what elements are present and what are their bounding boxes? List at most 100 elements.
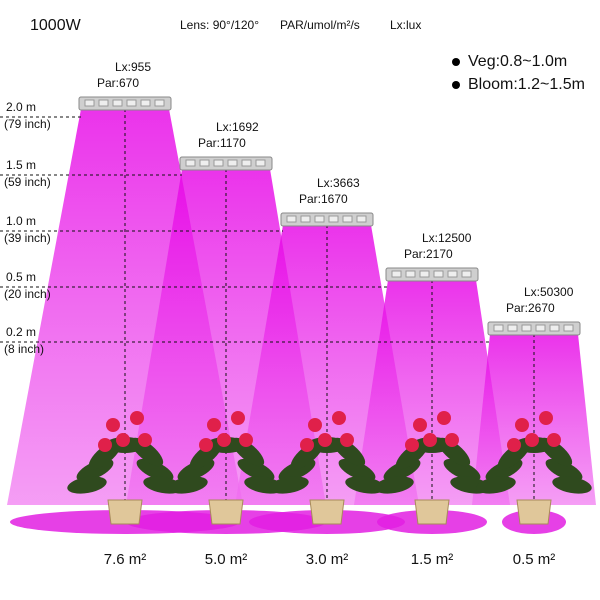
lamp-led [535, 324, 546, 332]
height-m: 2.0 m [6, 100, 36, 114]
flower [231, 411, 245, 425]
leaf [552, 476, 592, 494]
lamp-lx: Lx:1692 [216, 120, 259, 134]
lamp-led [419, 270, 430, 278]
lamps [78, 96, 581, 336]
leaf [136, 458, 174, 482]
lamp-led [447, 270, 458, 278]
flower [130, 411, 144, 425]
lamp-led [112, 99, 123, 107]
height-m: 0.2 m [6, 325, 36, 339]
area: 0.5 m² [513, 551, 556, 568]
lamp-led [342, 215, 353, 223]
area: 1.5 m² [411, 551, 454, 568]
lamp-led [521, 324, 532, 332]
flower [239, 433, 253, 447]
height-m: 1.0 m [6, 214, 36, 228]
leaf [168, 476, 208, 494]
flower [525, 433, 539, 447]
pot [208, 499, 244, 525]
lamp-par: Par:1670 [299, 192, 348, 206]
lamp-led [84, 99, 95, 107]
lamp-lx: Lx:50300 [524, 285, 574, 299]
flower [318, 433, 332, 447]
lamp-led [199, 159, 210, 167]
flower [445, 433, 459, 447]
leaf [545, 458, 583, 482]
lamp-led [314, 215, 325, 223]
lamp-led [241, 159, 252, 167]
flower [539, 411, 553, 425]
flower [300, 438, 314, 452]
leaf [476, 476, 516, 494]
lamp-lx: Lx:955 [115, 60, 151, 74]
par-unit: PAR/umol/m²/s [280, 18, 360, 32]
flower [340, 433, 354, 447]
height-inch: (20 inch) [4, 287, 51, 301]
flower [98, 438, 112, 452]
flower [437, 411, 451, 425]
lamp-led [405, 270, 416, 278]
flower [332, 411, 346, 425]
lamp-led [461, 270, 472, 278]
leaf [269, 476, 309, 494]
lamp-par: Par:670 [97, 76, 139, 90]
leaf [338, 458, 376, 482]
flower [547, 433, 561, 447]
flower [207, 418, 221, 432]
height-inch: (39 inch) [4, 231, 51, 245]
light-beam [354, 280, 510, 505]
lamp-led [185, 159, 196, 167]
lamp-led [391, 270, 402, 278]
lamp-led [126, 99, 137, 107]
height-m: 0.5 m [6, 270, 36, 284]
lamp-led [328, 215, 339, 223]
leaf [443, 458, 481, 482]
flower [423, 433, 437, 447]
height-inch: (79 inch) [4, 117, 51, 131]
flower [199, 438, 213, 452]
pot [516, 499, 552, 525]
lamp-par: Par:1170 [198, 136, 246, 150]
area: 7.6 m² [104, 551, 147, 568]
lamp-lx: Lx:3663 [317, 176, 360, 190]
area: 3.0 m² [306, 551, 349, 568]
lens: Lens: 90°/120° [180, 18, 259, 32]
flower [507, 438, 521, 452]
flower [116, 433, 130, 447]
lamp-par: Par:2670 [506, 301, 555, 315]
bullet [452, 58, 460, 66]
pot [107, 499, 143, 525]
leaf [374, 476, 414, 494]
height-m: 1.5 m [6, 158, 36, 172]
height-inch: (8 inch) [4, 342, 44, 356]
lamp-led [140, 99, 151, 107]
lx-unit: Lx:lux [390, 18, 421, 32]
lamp-led [227, 159, 238, 167]
lamp-led [154, 99, 165, 107]
flower [308, 418, 322, 432]
lamp-par: Par:2170 [404, 247, 453, 261]
flower [217, 433, 231, 447]
plants [67, 411, 592, 525]
legend-bloom: Bloom:1.2~1.5m [468, 76, 585, 93]
lamp-led [255, 159, 266, 167]
pot [309, 499, 345, 525]
leaf [67, 476, 107, 494]
lamp-led [507, 324, 518, 332]
flower [405, 438, 419, 452]
lamp-led [563, 324, 574, 332]
flower [515, 418, 529, 432]
area: 5.0 m² [205, 551, 248, 568]
lamp-led [433, 270, 444, 278]
legend-veg: Veg:0.8~1.0m [468, 53, 567, 70]
lamp-led [549, 324, 560, 332]
lamp-led [213, 159, 224, 167]
lamp-led [98, 99, 109, 107]
flower [106, 418, 120, 432]
lamp-lx: Lx:12500 [422, 231, 472, 245]
flower [138, 433, 152, 447]
lamp-led [356, 215, 367, 223]
leaf [237, 458, 275, 482]
